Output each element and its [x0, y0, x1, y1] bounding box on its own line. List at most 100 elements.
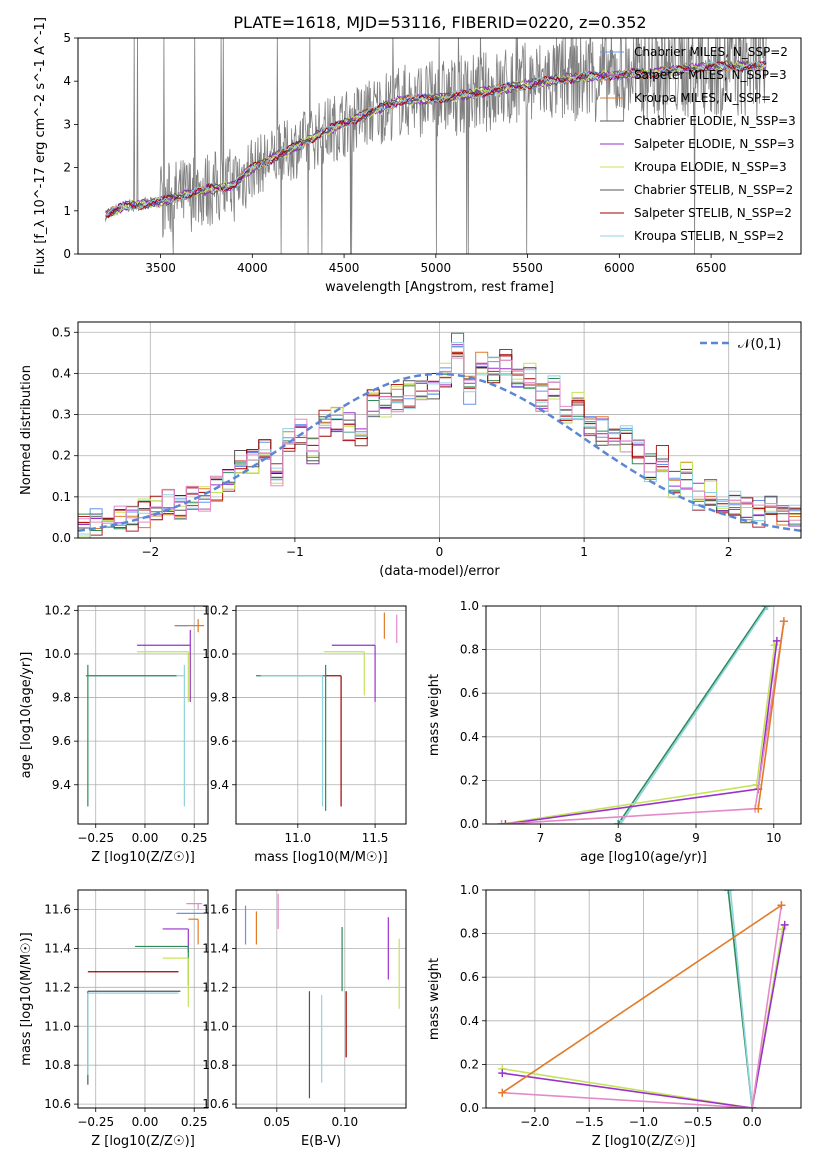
weight_vs_Z-xtick-label: −2.0	[520, 1115, 549, 1129]
weight_vs_Z-point-marker	[780, 920, 789, 929]
mass_vs_EBV-axes: 0.05 0.10 10.6 10.8 11.0 11.2 11.4 11.6 E(B-V)	[202, 890, 406, 1149]
weight_vs_age-point-marker	[497, 820, 506, 824]
weight_vs_age-point-marker	[754, 804, 763, 813]
spectrum-xlabel: wavelength [Angstrom, rest frame]	[325, 280, 554, 295]
age_vs_mass-ytick-label: 9.6	[210, 734, 229, 748]
weight_vs_Z-series-line	[502, 929, 784, 1108]
age_vs_Z-frame	[77, 605, 209, 825]
mass_vs_Z-ytick-label: 11.2	[44, 980, 71, 994]
residuals-ytick-label: 0.4	[52, 366, 71, 380]
age_vs_Z-ytick-label: 10.2	[44, 603, 71, 617]
residuals-normal-curve	[78, 372, 801, 533]
residuals-ytick-label: 0.2	[52, 449, 71, 463]
spectrum-xtick-label: 5500	[512, 261, 543, 275]
weight_vs_Z-point-marker	[778, 925, 787, 934]
spectrum-xtick-label: 6500	[696, 261, 727, 275]
residuals-frame	[77, 321, 802, 539]
weight_vs_Z-ytick-label: 0.8	[460, 927, 479, 941]
spectrum-legend: Chabrier MILES, N_SSP=2 Salpeter MILES, N…	[600, 45, 796, 243]
mass_vs_EBV-ytick-label: 11.0	[202, 1019, 229, 1033]
weight_vs_age-axes: 7 8 9 10 0.0 0.2 0.4 0.6 0.8 1.0 age [log10(age/yr…	[427, 599, 801, 865]
weight_vs_age-series-line	[619, 606, 769, 824]
spectrum-legend-label: Salpeter STELIB, N_SSP=2	[634, 206, 792, 220]
residuals-ytick-label: 0.1	[52, 490, 71, 504]
mass_vs_EBV-frame	[235, 889, 407, 1109]
residuals-ytick-label: 0.0	[52, 531, 71, 545]
residuals-axes: −2 −1 0 1 2 0.0 0.1 0.2 0.3 0.4 0.5 (data-model)/er…	[19, 322, 801, 579]
age_vs_Z-xlabel: Z [log10(Z/Z☉)]	[91, 850, 195, 865]
age_vs_mass-ytick-label: 10.2	[202, 603, 229, 617]
spectrum-axes: 3500 4000 4500 5000 5500 6000 6500 0 1 2 3 4 5 wavele…	[33, 17, 796, 295]
weight_vs_age-series-line	[505, 640, 778, 824]
residuals-xlabel: (data-model)/error	[379, 564, 500, 579]
spectrum-frame	[77, 37, 802, 255]
residuals-legend-label: 𝒩(0,1)	[738, 337, 781, 352]
residuals-ytick-label: 0.5	[52, 325, 71, 339]
weight_vs_age-xlabel: age [log10(age/yr)]	[580, 850, 707, 865]
mass_vs_EBV-xtick-label: 0.05	[263, 1115, 290, 1129]
weight_vs_age-ytick-label: 1.0	[460, 599, 479, 613]
weight_vs_Z-xtick-label: −0.5	[683, 1115, 712, 1129]
residuals-plot-area	[78, 332, 801, 538]
mass_vs_Z-ytick-label: 11.6	[44, 902, 71, 916]
mass_vs_Z-plot-area	[87, 903, 205, 1085]
age_vs_Z-ytick-label: 9.6	[52, 734, 71, 748]
age_vs_Z-xtick-label: −0.25	[77, 831, 114, 845]
mass_vs_Z-xlabel: Z [log10(Z/Z☉)]	[91, 1134, 195, 1149]
residuals-xtick-label: −1	[286, 545, 304, 559]
weight_vs_Z-axes: −2.0 −1.5 −1.0 −0.5 0.0 0.0 0.2 0.4 0.6 0.8 1.0 Z […	[427, 883, 801, 1149]
mass_vs_Z-ylabel: mass [log10(M/M☉)]	[19, 932, 34, 1065]
age_vs_Z-ytick-label: 9.8	[52, 691, 71, 705]
mass_vs_EBV-xlabel: E(B-V)	[301, 1134, 341, 1149]
spectrum-xtick-label: 3500	[145, 261, 176, 275]
weight_vs_age-point-marker	[770, 641, 779, 650]
spectrum-model-line	[105, 60, 767, 216]
weight_vs_Z-xtick-label: 0.0	[743, 1115, 762, 1129]
weight_vs_Z-point-marker	[724, 890, 733, 894]
weight_vs_Z-ytick-label: 0.2	[460, 1057, 479, 1071]
spectrum-model-line	[105, 59, 767, 218]
weight_vs_Z-point-marker	[498, 1088, 507, 1097]
weight_vs_Z-point-marker	[748, 1104, 757, 1108]
mass_vs_Z-xtick-label: 0.00	[132, 1115, 159, 1129]
age_vs_mass-ytick-label: 9.4	[210, 778, 229, 792]
weight_vs_Z-series-line	[501, 904, 782, 1094]
mass_vs_EBV-ytick-label: 11.6	[202, 902, 229, 916]
residuals-xtick-label: 1	[580, 545, 588, 559]
age_vs_mass-xtick-label: 11.5	[362, 831, 389, 845]
spectrum-legend-label: Kroupa MILES, N_SSP=2	[634, 91, 779, 105]
weight_vs_age-ytick-label: 0.0	[460, 817, 479, 831]
mass_vs_Z-xtick-label: −0.25	[77, 1115, 114, 1129]
age_vs_Z-xtick-label: 0.25	[181, 831, 208, 845]
mass_vs_Z-xtick-label: 0.25	[181, 1115, 208, 1129]
spectrum-legend-label: Salpeter ELODIE, N_SSP=3	[634, 137, 795, 151]
weight_vs_age-ytick-label: 0.2	[460, 773, 479, 787]
spectrum-model-line	[105, 60, 767, 220]
spectrum-legend-label: Chabrier MILES, N_SSP=2	[634, 45, 788, 59]
age_vs_mass-ytick-label: 10.0	[202, 647, 229, 661]
age_vs_mass-axes: 11.0 11.5 9.4 9.6 9.8 10.0 10.2 mass [log10(M/M…	[202, 603, 406, 865]
weight_vs_age-series-line	[757, 621, 785, 809]
spectrum-model-line	[105, 59, 767, 216]
spectrum-ylabel: Flux [f_λ 10^-17 erg cm^-2 s^-1 A^-1]	[33, 17, 48, 275]
spectrum-legend-label: Kroupa STELIB, N_SSP=2	[634, 229, 784, 243]
spectrum-ytick-label: 4	[63, 74, 71, 88]
mass_vs_Z-ytick-label: 11.4	[44, 941, 71, 955]
age_vs_Z-xtick-label: 0.00	[132, 831, 159, 845]
weight_vs_Z-ytick-label: 1.0	[460, 883, 479, 897]
weight_vs_age-series-line	[617, 606, 767, 824]
weight_vs_age-frame	[485, 605, 802, 825]
mass_vs_EBV-plot-area	[244, 893, 400, 1099]
weight_vs_age-point-marker	[779, 617, 788, 626]
weight_vs_Z-xtick-label: −1.5	[575, 1115, 604, 1129]
spectrum-ytick-label: 0	[63, 247, 71, 261]
weight_vs_Z-ylabel: mass weight	[427, 958, 442, 1040]
weight_vs_Z-xtick-label: −1.0	[629, 1115, 658, 1129]
spectrum-ytick-label: 3	[63, 117, 71, 131]
spectrum-xtick-label: 4500	[329, 261, 360, 275]
age_vs_mass-xtick-label: 11.0	[284, 831, 311, 845]
age_vs_mass-xlabel: mass [log10(M/M☉)]	[254, 850, 387, 865]
weight_vs_age-ytick-label: 0.8	[460, 643, 479, 657]
weight_vs_age-ylabel: mass weight	[427, 674, 442, 756]
spectrum-ytick-label: 2	[63, 161, 71, 175]
